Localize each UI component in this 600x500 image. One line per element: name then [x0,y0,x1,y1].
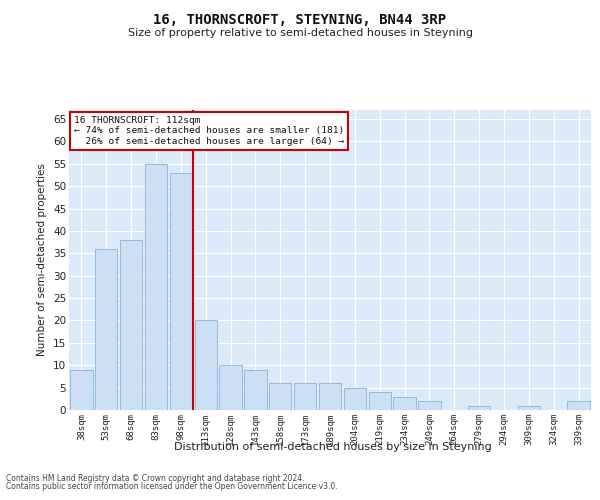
Bar [95,249,118,410]
Bar [368,392,391,410]
Bar [518,406,540,410]
Bar [170,172,192,410]
Bar [120,240,142,410]
Bar [145,164,167,410]
Text: Size of property relative to semi-detached houses in Steyning: Size of property relative to semi-detach… [128,28,473,38]
Text: Distribution of semi-detached houses by size in Steyning: Distribution of semi-detached houses by … [174,442,492,452]
Bar [568,401,590,410]
Bar [468,406,490,410]
Bar [319,383,341,410]
Bar [418,401,440,410]
Text: 16 THORNSCROFT: 112sqm
← 74% of semi-detached houses are smaller (181)
  26% of : 16 THORNSCROFT: 112sqm ← 74% of semi-det… [74,116,344,146]
Text: Contains HM Land Registry data © Crown copyright and database right 2024.: Contains HM Land Registry data © Crown c… [6,474,305,483]
Text: Contains public sector information licensed under the Open Government Licence v3: Contains public sector information licen… [6,482,338,491]
Bar [294,383,316,410]
Bar [70,370,92,410]
Text: 16, THORNSCROFT, STEYNING, BN44 3RP: 16, THORNSCROFT, STEYNING, BN44 3RP [154,12,446,26]
Bar [244,370,266,410]
Y-axis label: Number of semi-detached properties: Number of semi-detached properties [37,164,47,356]
Bar [344,388,366,410]
Bar [269,383,292,410]
Bar [220,365,242,410]
Bar [394,396,416,410]
Bar [194,320,217,410]
